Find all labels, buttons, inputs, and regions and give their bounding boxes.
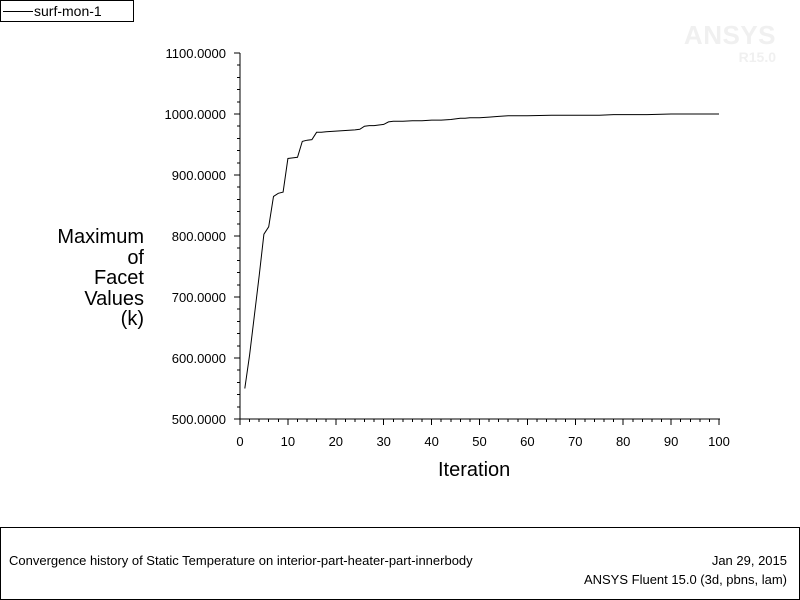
x-tick-label: 90 bbox=[664, 434, 678, 449]
y-axis-label-line: of bbox=[127, 246, 144, 269]
x-tick-label: 100 bbox=[708, 434, 730, 449]
legend-label: surf-mon-1 bbox=[34, 3, 102, 19]
y-tick-label: 600.0000 bbox=[172, 351, 226, 366]
x-axis-label: Iteration bbox=[438, 459, 511, 481]
x-tick-label: 70 bbox=[568, 434, 582, 449]
x-tick-label: 10 bbox=[281, 434, 295, 449]
ansys-watermark: ANSYS R15.0 bbox=[684, 22, 776, 64]
plot-title: Convergence history of Static Temperatur… bbox=[9, 553, 473, 568]
y-axis-label-line: (k) bbox=[120, 308, 144, 330]
plot-date: Jan 29, 2015 bbox=[711, 553, 787, 568]
solver-version: ANSYS Fluent 15.0 (3d, pbns, lam) bbox=[583, 572, 787, 587]
y-tick-label: 500.0000 bbox=[172, 412, 226, 427]
legend[interactable]: surf-mon-1 bbox=[0, 0, 134, 22]
x-tick-label: 0 bbox=[236, 434, 243, 449]
y-axis-label-line: Values bbox=[84, 287, 144, 310]
x-tick-label: 60 bbox=[520, 434, 534, 449]
y-tick-label: 1000.0000 bbox=[165, 107, 226, 122]
x-tick-label: 20 bbox=[329, 434, 343, 449]
convergence-plot: 500.0000 600.0000 700.0000 800.0000 900.0000… bbox=[165, 46, 730, 449]
watermark-version: R15.0 bbox=[738, 49, 776, 65]
y-tick-label: 1100.0000 bbox=[166, 46, 227, 61]
y-axis-label: Maximum of Facet Values (k) bbox=[57, 227, 144, 330]
x-tick-label: 40 bbox=[424, 434, 438, 449]
legend-line-swatch bbox=[3, 11, 33, 12]
y-tick-label: 700.0000 bbox=[172, 290, 226, 305]
x-tick-label: 30 bbox=[376, 434, 390, 449]
y-axis-label-line: Maximum bbox=[57, 226, 144, 248]
x-tick-label: 80 bbox=[616, 434, 630, 449]
watermark-brand: ANSYS bbox=[683, 20, 776, 50]
y-tick-label: 800.0000 bbox=[172, 229, 226, 244]
y-axis-label-line: Facet bbox=[93, 267, 144, 289]
y-tick-label: 900.0000 bbox=[172, 168, 226, 183]
series-line-surf-mon-1 bbox=[244, 113, 719, 389]
plot-footer: Convergence history of Static Temperatur… bbox=[0, 527, 800, 600]
x-tick-label: 50 bbox=[472, 434, 486, 449]
